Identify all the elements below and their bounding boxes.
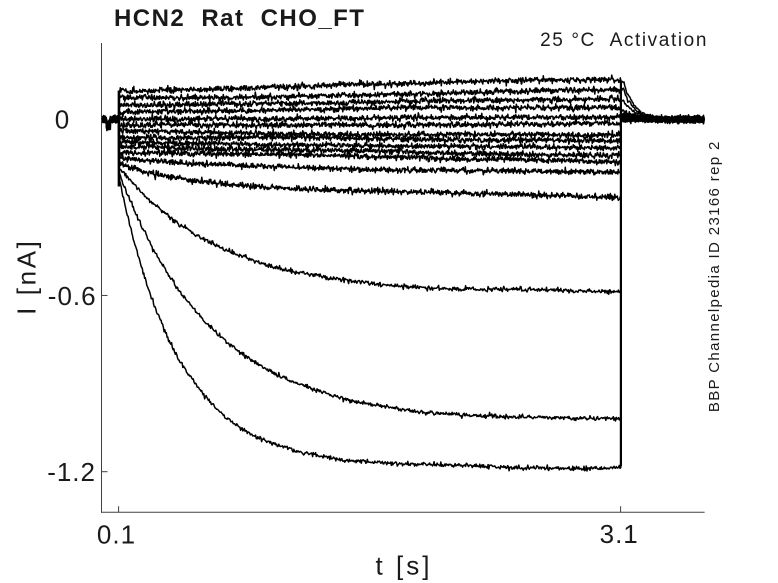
svg-text:t [s]: t [s] (376, 551, 433, 581)
svg-text:-0.6: -0.6 (48, 281, 97, 311)
svg-text:-1.2: -1.2 (47, 457, 96, 487)
svg-text:3.1: 3.1 (600, 519, 639, 549)
svg-text:0: 0 (55, 104, 70, 134)
svg-text:BBP Channelpedia ID 23166 rep: BBP Channelpedia ID 23166 rep 2 (706, 140, 723, 412)
svg-text:0.1: 0.1 (97, 519, 136, 549)
svg-text:I [nA]: I [nA] (12, 239, 42, 315)
svg-text:25 °C Activation: 25 °C Activation (540, 30, 708, 51)
svg-text:HCN2 Rat CHO_FT: HCN2 Rat CHO_FT (114, 5, 365, 32)
